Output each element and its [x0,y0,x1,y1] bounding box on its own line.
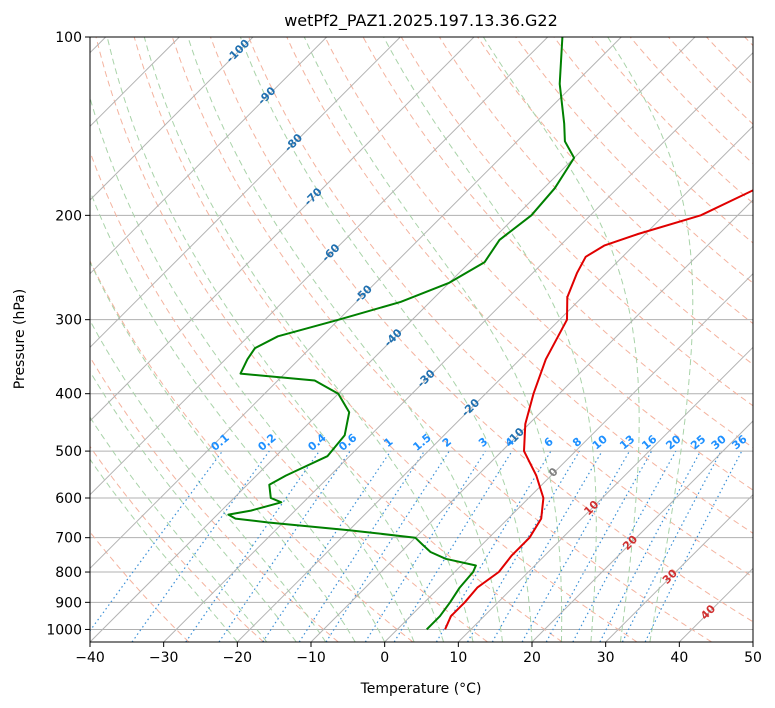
mixing-ratio-line [325,450,450,642]
plot-frame [89,36,754,643]
moist-adiabat [90,319,327,642]
isotherm [163,51,753,642]
y-tick-label: 500 [55,444,82,460]
isotherm [457,346,753,642]
dry-adiabat [286,37,753,534]
isotherm [90,37,401,349]
profile-series [227,37,753,631]
y-tick-label: 1000 [46,622,82,638]
y-tick-label: 700 [55,531,82,547]
moist-adiabat [90,458,238,642]
y-tick-label: 600 [55,491,82,507]
moist-adiabat [90,189,386,642]
pressure-gridlines [90,37,753,630]
mixing-ratio-line [572,450,677,642]
mixing-ratio-line [364,450,486,642]
dry-adiabat [210,37,753,623]
moist-adiabat [383,37,597,642]
dry-adiabat [90,259,414,642]
y-tick-label: 900 [55,595,82,611]
isotherms [90,37,753,642]
temperature-profile [444,189,753,630]
mixing-ratio-line [466,450,580,642]
isotherm [236,125,753,642]
chart-title: wetPf2_PAZ1.2025.197.13.36.G22 [284,11,558,31]
isotherm [605,493,753,642]
x-tick-label: −10 [296,650,326,666]
moist-adiabat [143,37,474,642]
y-axis-label: Pressure (hPa) [12,289,28,389]
x-axis-label: Temperature (°C) [360,681,482,697]
isotherm [90,37,622,570]
x-tick-label: 40 [670,650,688,666]
x-tick-label: 30 [597,650,615,666]
x-tick-label: −20 [223,650,253,666]
x-tick-label: −30 [149,650,179,666]
dry-adiabat [324,37,753,491]
dry-adiabat [90,445,264,642]
moist-adiabat [303,37,563,642]
isotherm [90,37,328,275]
mixing-ratio-line [298,450,425,642]
y-tick-label: 400 [55,387,82,403]
moist-adiabat [187,37,503,642]
dry-adiabat [171,37,712,642]
isotherm [531,420,753,642]
y-axis-ticks: 100 200 300 400 500 600 700 800 900 1000 [46,30,90,638]
moist-adiabat [106,37,445,642]
dry-adiabat [515,37,753,284]
isotherm [90,37,254,201]
dry-adiabat [95,37,563,642]
mixing-ratio-line [185,450,320,642]
isotherm [90,37,696,642]
moist-adiabat [607,37,694,642]
mixing-ratio-line [262,450,392,642]
x-tick-label: 20 [523,650,541,666]
isotherm [310,199,753,642]
x-tick-label: 0 [380,650,389,666]
y-tick-label: 300 [55,313,82,329]
moist-adiabat [482,37,640,642]
isotherm [90,37,475,422]
mixing-ratio-lines [90,450,743,642]
x-axis-ticks: −40 −30 −20 −10 0 10 20 30 40 50 [75,642,762,666]
moist-adiabat [90,260,356,642]
isotherm [384,272,753,642]
x-tick-label: 50 [744,650,762,666]
mixing-ratio-line [599,450,702,642]
dry-adiabat [248,37,753,578]
isotherm [90,37,549,496]
x-tick-label: 10 [449,650,467,666]
moist-adiabat [90,370,297,642]
moist-adiabat [90,416,268,642]
moist-adiabat [239,37,533,642]
y-tick-label: 200 [55,208,82,224]
dry-adiabat [133,37,638,642]
y-tick-label: 100 [55,30,82,46]
dewpoint-profile [227,37,576,631]
x-tick-label: −40 [75,650,105,666]
mixing-ratio-line [218,450,351,642]
y-tick-label: 800 [55,565,82,581]
